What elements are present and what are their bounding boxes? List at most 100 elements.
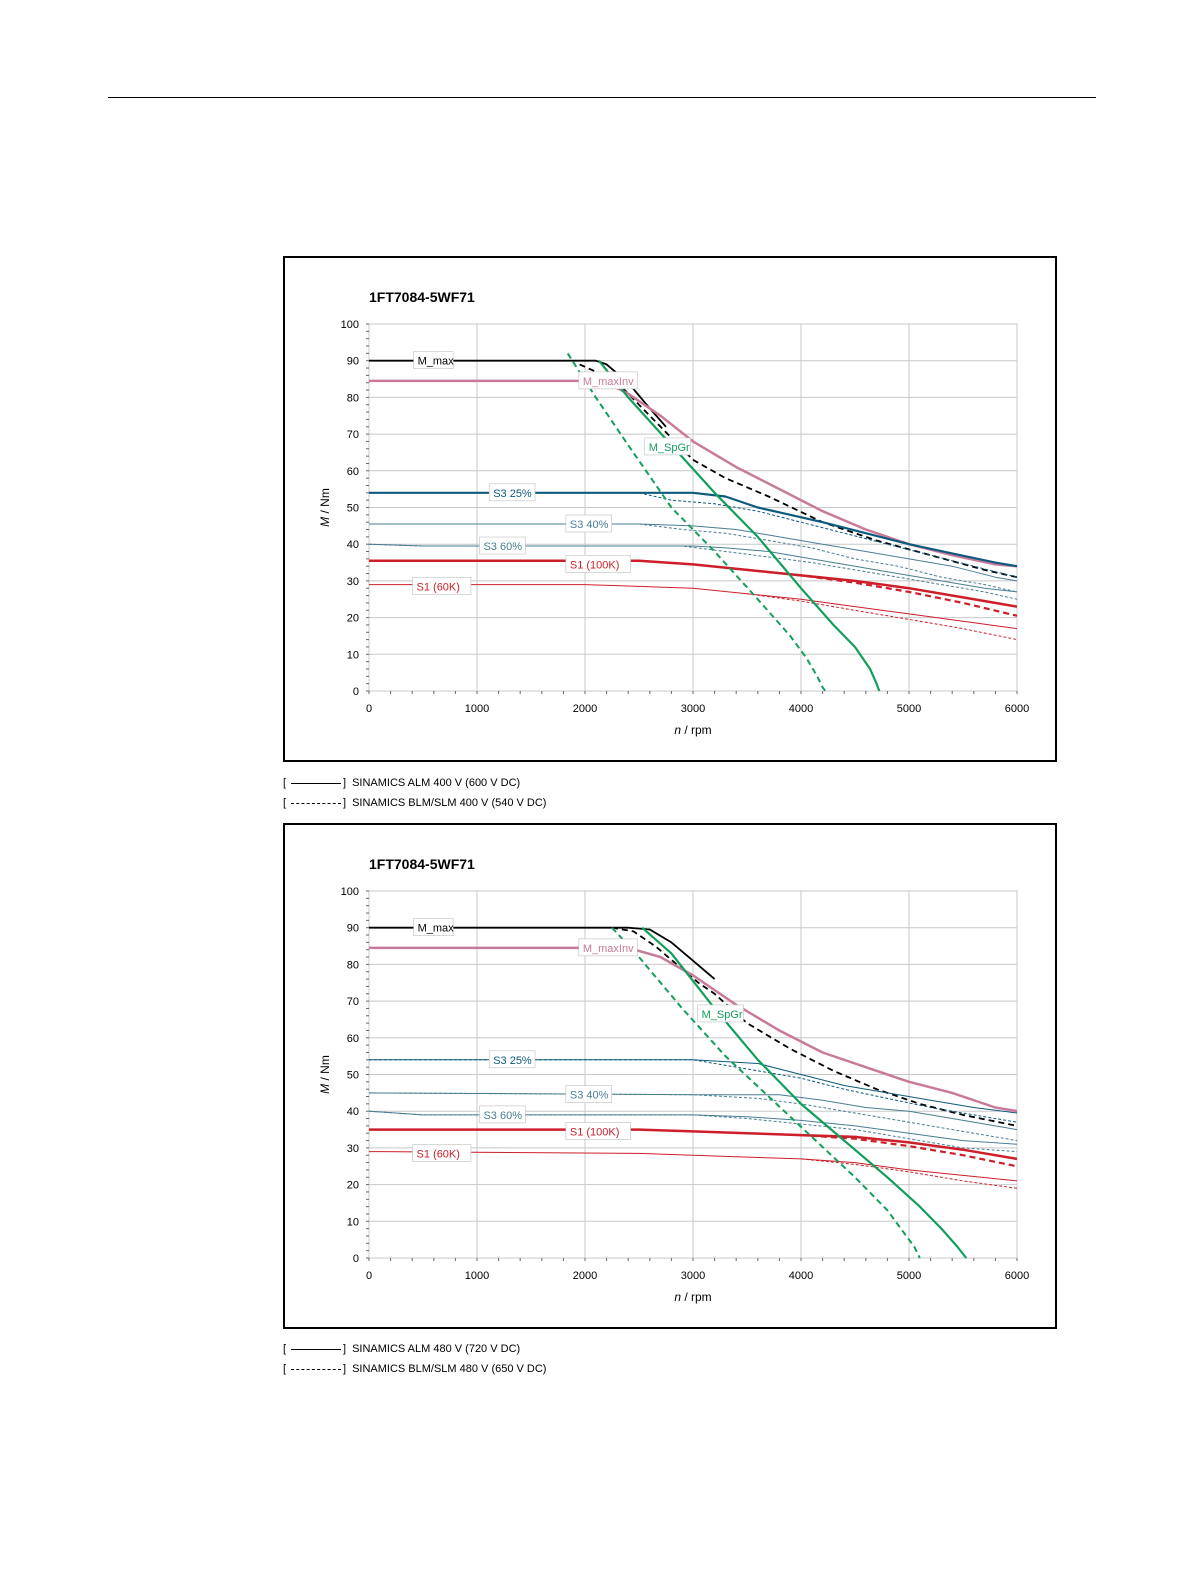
legend-label: SINAMICS ALM 400 V (600 V DC) <box>352 777 521 789</box>
x-tick-label: 5000 <box>897 703 921 715</box>
curve-label-bg <box>488 483 536 502</box>
legend-bracket-open: [ <box>283 1343 287 1355</box>
y-tick-label: 30 <box>347 576 359 588</box>
curve-label-bg <box>644 437 691 456</box>
curve-label-bg <box>412 1144 472 1162</box>
series-s1-60k-dashed <box>746 593 1018 641</box>
legend-bracket-close: ] <box>343 1343 347 1355</box>
y-tick-label: 100 <box>341 319 359 331</box>
curve-label-s3-40: S3 40% <box>570 1090 609 1102</box>
series-m-spgr <box>598 360 881 692</box>
chart-title: 1FT7084-5WF71 <box>369 856 475 872</box>
y-axis-label: M / Nm <box>318 1055 332 1094</box>
x-tick-label: 0 <box>366 1270 372 1282</box>
curve-label-m-max: M_max <box>418 356 455 368</box>
x-tick-label: 3000 <box>681 703 705 715</box>
legend-dashed-swatch <box>291 802 341 804</box>
curve-label-m-spgr: M_SpGr <box>649 442 690 454</box>
curve-label-bg <box>565 514 612 533</box>
series-s3-25 <box>369 1059 1018 1114</box>
series-s1-100k-dashed <box>746 568 1018 617</box>
curve-label-bg <box>479 536 526 555</box>
y-tick-label: 20 <box>347 613 359 625</box>
curve-label-bg <box>697 1004 744 1023</box>
x-tick-label: 2000 <box>573 1270 597 1282</box>
series-s3-40 <box>368 1092 1018 1131</box>
curve-label-m-maxinv: M_maxInv <box>583 376 634 388</box>
curve-label-m-spgr: M_SpGr <box>702 1009 743 1021</box>
series-m-maxinv <box>369 946 1018 1113</box>
y-tick-label: 30 <box>347 1143 359 1155</box>
y-tick-label: 80 <box>347 392 359 404</box>
curve-label-bg <box>578 371 638 390</box>
x-tick-label: 1000 <box>465 1270 489 1282</box>
y-tick-label: 70 <box>347 429 359 441</box>
x-axis-label: n / rpm <box>674 723 711 737</box>
curve-label-bg <box>578 938 638 957</box>
series-s3-25-dashed <box>369 1059 1018 1123</box>
x-tick-label: 2000 <box>573 703 597 715</box>
y-tick-label: 10 <box>347 1216 359 1228</box>
x-tick-label: 4000 <box>789 1270 813 1282</box>
legend-dashed-swatch <box>291 1368 341 1370</box>
y-tick-label: 80 <box>347 959 359 971</box>
legend-bracket-open: [ <box>283 1363 287 1375</box>
series-s1-100k-dashed <box>800 1134 1018 1168</box>
curve-label-bg <box>413 918 454 936</box>
curve-label-s1-100k: S1 (100K) <box>570 1126 620 1138</box>
legend-bracket-open: [ <box>283 777 287 789</box>
curve-label-m-maxinv: M_maxInv <box>583 943 634 955</box>
y-tick-label: 60 <box>347 1033 359 1045</box>
legend-bracket-close: ] <box>343 777 347 789</box>
chart-2-legend: [ ] SINAMICS ALM 480 V (720 V DC) [ ] SI… <box>283 1339 546 1379</box>
legend-solid-swatch <box>291 782 341 784</box>
curve-label-bg <box>565 555 631 573</box>
series-s3-25 <box>369 491 1018 568</box>
series-s3-40-dashed <box>368 1092 1018 1142</box>
curve-label-bg <box>412 577 472 595</box>
curve-label-m-max: M_max <box>418 923 455 935</box>
y-tick-label: 90 <box>347 356 359 368</box>
y-tick-label: 50 <box>347 1070 359 1082</box>
legend-row-dashed: [ ] SINAMICS BLM/SLM 480 V (650 V DC) <box>283 1359 546 1379</box>
series-s1-60k <box>369 584 1018 630</box>
series-s3-60 <box>368 543 1018 593</box>
series-s1-100k <box>369 1128 1018 1161</box>
curve-label-s3-60: S3 60% <box>483 541 522 553</box>
y-tick-label: 0 <box>353 1253 359 1265</box>
chart-1-frame: 1FT7084-5WF71 0 10 20 30 40 50 60 70 80 90 100 0 1000… <box>283 256 1057 762</box>
y-tick-label: 0 <box>353 686 359 698</box>
legend-label: SINAMICS ALM 480 V (720 V DC) <box>352 1343 521 1355</box>
y-tick-label: 100 <box>341 886 359 898</box>
curve-label-bg <box>565 1122 631 1140</box>
series-m-spgr-dashed <box>611 927 921 1259</box>
y-tick-label: 10 <box>347 649 359 661</box>
y-tick-label: 40 <box>347 1106 359 1118</box>
series-m-max <box>369 926 716 980</box>
curve-label-bg <box>413 351 454 369</box>
legend-bracket-open: [ <box>283 797 287 809</box>
x-tick-label: 6000 <box>1005 1270 1029 1282</box>
curve-label-bg <box>488 1050 536 1069</box>
series-s3-60-dashed <box>368 1110 1018 1153</box>
y-tick-label: 40 <box>347 539 359 551</box>
x-axis-label: n / rpm <box>674 1290 711 1304</box>
series-s1-60k-dashed <box>800 1158 1018 1189</box>
x-tick-label: 5000 <box>897 1270 921 1282</box>
legend-label: SINAMICS BLM/SLM 480 V (650 V DC) <box>352 1363 547 1375</box>
series-s3-25-dashed <box>369 492 1018 578</box>
legend-row-solid: [ ] SINAMICS ALM 480 V (720 V DC) <box>283 1339 546 1359</box>
x-tick-label: 1000 <box>465 703 489 715</box>
y-tick-label: 90 <box>347 923 359 935</box>
y-axis-label: M / Nm <box>318 488 332 527</box>
legend-bracket-close: ] <box>343 797 347 809</box>
top-rule <box>108 97 1096 98</box>
legend-row-solid: [ ] SINAMICS ALM 400 V (600 V DC) <box>283 773 546 793</box>
curve-label-s3-60: S3 60% <box>483 1110 522 1122</box>
x-tick-label: 0 <box>366 703 372 715</box>
curve-label-s3-25: S3 25% <box>493 488 532 500</box>
series-m-spgr-dashed <box>566 352 827 692</box>
chart-title: 1FT7084-5WF71 <box>369 289 475 305</box>
